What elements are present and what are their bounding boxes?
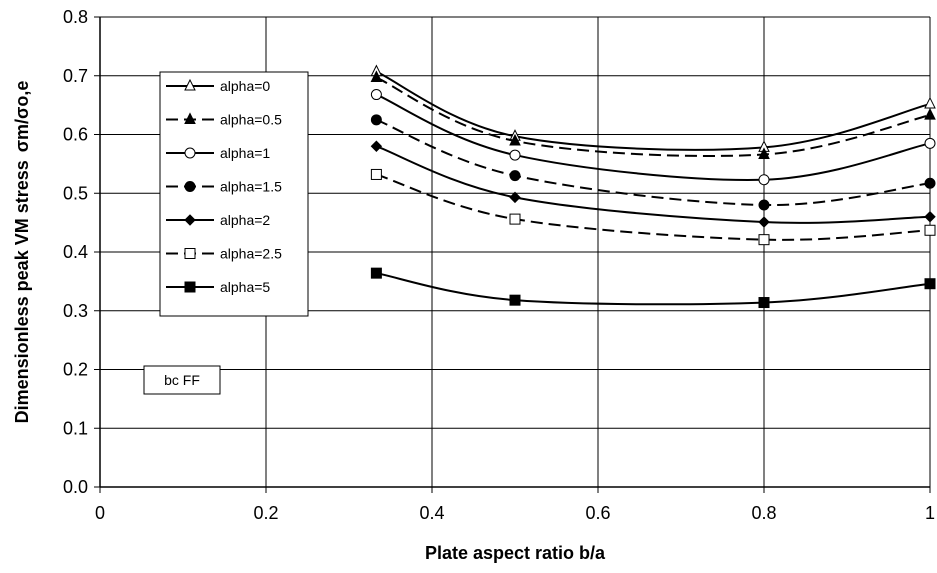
legend-marker	[184, 181, 196, 192]
y-tick-label: 0.6	[63, 125, 88, 145]
legend-marker	[184, 248, 196, 259]
y-tick-label: 0.1	[63, 418, 88, 438]
data-point	[370, 168, 382, 180]
annotation-box	[143, 365, 221, 395]
y-tick-label: 0.4	[63, 242, 88, 262]
data-point	[758, 174, 770, 186]
y-axis-title-group: Dimensionless peak VM stress σm/σo,e	[12, 81, 32, 424]
legend-marker	[184, 147, 196, 159]
y-axis-title-text: Dimensionless peak VM stress	[12, 160, 32, 423]
data-point	[509, 213, 521, 225]
data-point	[509, 191, 521, 204]
series-layer	[370, 64, 936, 309]
data-point	[924, 107, 936, 120]
data-point	[509, 149, 521, 161]
x-tick-label: 0.8	[751, 503, 776, 523]
y-tick-label: 0.8	[63, 7, 88, 27]
x-axis-title: Plate aspect ratio b/a	[425, 543, 606, 563]
data-point	[924, 137, 936, 149]
series-alpha-0-5	[370, 70, 936, 159]
legend-label: alpha=1.5	[220, 179, 282, 195]
series-line	[375, 93, 931, 181]
legend-label: alpha=2.5	[220, 246, 282, 262]
legend-item: alpha=1	[166, 145, 270, 161]
legend-marker	[184, 281, 196, 293]
legend-item: alpha=0.5	[166, 112, 282, 128]
x-tick-label: 1	[925, 503, 935, 523]
data-point	[758, 147, 770, 159]
axes: 0.0 0.1 0.2 0.3 0.4 0.5 0.6 0.7 0.8 0 0.2 0.4 0.6 0.8…	[63, 7, 935, 523]
series-alpha-2-5	[370, 168, 936, 246]
legend-marker	[184, 112, 196, 124]
data-point	[370, 267, 382, 279]
data-point	[758, 199, 770, 211]
data-point	[370, 114, 382, 126]
annotation: bc FF	[143, 365, 221, 395]
legend-item: alpha=2	[166, 212, 270, 228]
series-alpha-1-5	[370, 114, 936, 211]
y-axis-title: Dimensionless peak VM stress σm/σo,e	[12, 81, 32, 424]
x-tick-label: 0.6	[585, 503, 610, 523]
data-point	[758, 216, 770, 228]
data-point	[370, 70, 383, 83]
data-point	[758, 297, 770, 309]
y-tick-label: 0.7	[63, 66, 88, 86]
x-tick-label: 0.4	[419, 503, 444, 523]
series-line	[376, 272, 931, 306]
legend: alpha=0 alpha=0.5 alpha=1 alpha=1.5 alpha=2 a…	[159, 71, 309, 317]
x-tick-label: 0	[95, 503, 105, 523]
series-line	[376, 145, 931, 224]
annotation-text: bc FF	[164, 372, 200, 388]
legend-item: alpha=0	[166, 78, 270, 94]
data-point	[758, 234, 770, 246]
legend-label: alpha=1	[220, 145, 270, 161]
legend-marker	[184, 214, 196, 226]
data-point	[509, 170, 521, 182]
data-point	[924, 177, 936, 189]
legend-item: alpha=2.5	[166, 246, 282, 262]
y-axis-title-symbol: σm/σo,e	[12, 81, 32, 153]
y-tick-label: 0.2	[63, 360, 88, 380]
data-point	[924, 278, 936, 290]
data-point	[370, 140, 383, 152]
legend-item: alpha=5	[166, 279, 270, 295]
series-line	[375, 70, 931, 151]
legend-label: alpha=0	[220, 78, 270, 94]
legend-label: alpha=0.5	[220, 112, 282, 128]
series-alpha-2	[370, 140, 936, 228]
series-line	[376, 173, 931, 241]
x-tick-label: 0.2	[253, 503, 278, 523]
y-tick-label: 0.3	[63, 301, 88, 321]
data-point	[924, 224, 936, 236]
series-alpha-5	[370, 267, 936, 309]
data-point	[509, 294, 521, 306]
data-point	[924, 211, 936, 223]
y-tick-label: 0.5	[63, 183, 88, 203]
legend-label: alpha=2	[220, 212, 270, 228]
legend-item: alpha=1.5	[166, 179, 282, 195]
y-tick-label: 0.0	[63, 477, 88, 497]
legend-box	[159, 71, 309, 317]
legend-marker	[184, 78, 196, 91]
data-point	[509, 133, 521, 146]
series-alpha-1	[370, 89, 936, 186]
data-point	[370, 89, 382, 101]
series-line	[375, 76, 931, 157]
series-line	[376, 118, 931, 207]
legend-label: alpha=5	[220, 279, 270, 295]
data-point	[924, 96, 936, 109]
